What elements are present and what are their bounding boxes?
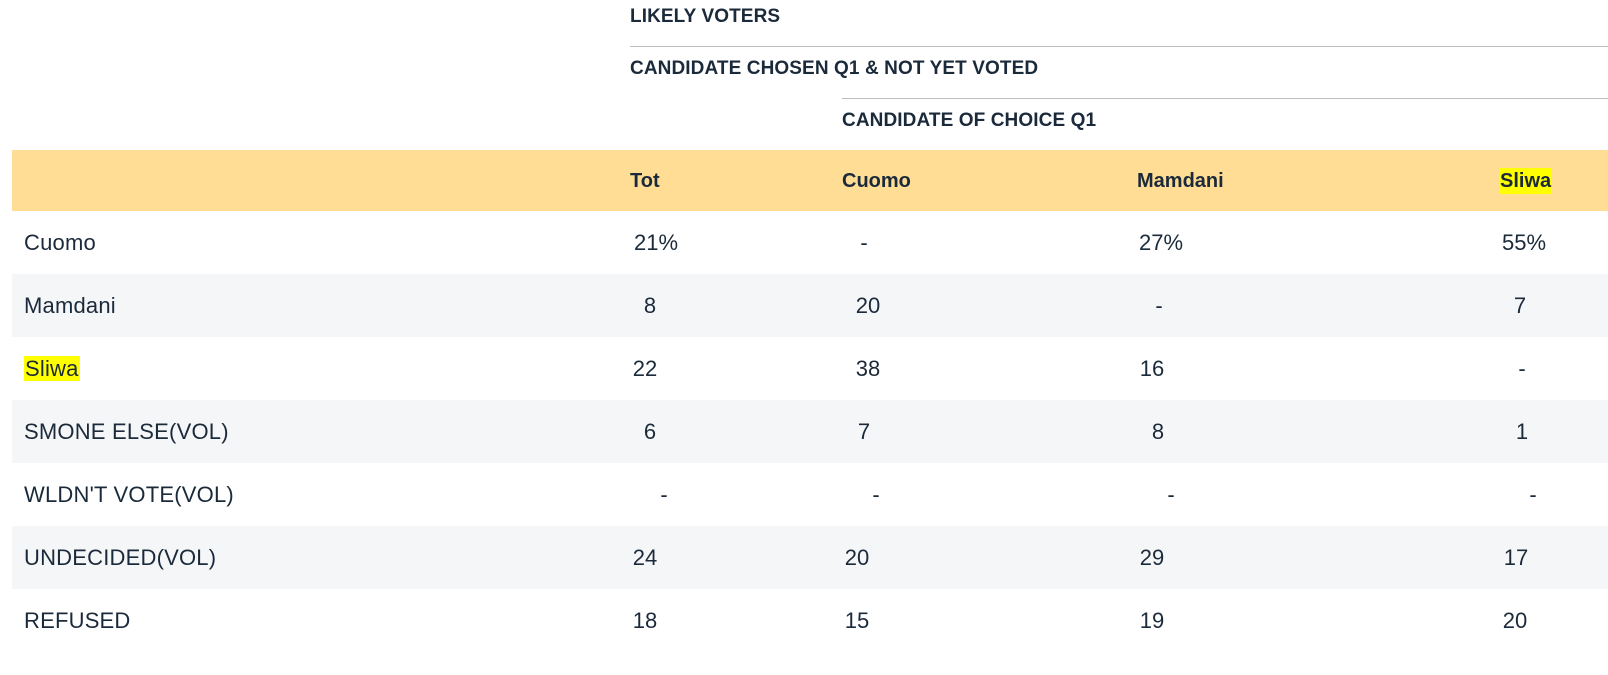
row-label-text: WLDN'T VOTE(VOL)	[24, 482, 234, 507]
cell-mamdani: 16	[1139, 356, 1165, 381]
header-likely-voters: LIKELY VOTERS	[630, 6, 781, 27]
header-divider-2	[842, 98, 1608, 99]
column-header-mamdani: Mamdani	[1137, 170, 1224, 192]
cell-cuomo: 20	[844, 545, 870, 570]
header-candidate-chosen: CANDIDATE CHOSEN Q1 & NOT YET VOTED	[630, 58, 1039, 79]
row-label-text: Sliwa	[24, 356, 80, 381]
cell-sliwa: 1	[1515, 419, 1529, 444]
cell-sliwa: 7	[1513, 293, 1527, 318]
cell-mamdani: 27%	[1138, 230, 1184, 255]
row-label-text: Mamdani	[24, 293, 116, 318]
row-label-text: UNDECIDED(VOL)	[24, 545, 217, 570]
row-label-text: Cuomo	[24, 230, 96, 255]
column-header-sliwa: Sliwa	[1499, 168, 1553, 194]
table-row: Mamdani 8 20 - 7	[12, 274, 1608, 337]
row-label: WLDN'T VOTE(VOL)	[24, 463, 234, 526]
cell-sliwa: 17	[1503, 545, 1529, 570]
cell-tot: 21%	[633, 230, 679, 255]
cell-mamdani: 29	[1139, 545, 1165, 570]
column-header-tot: Tot	[630, 170, 660, 192]
cell-sliwa: -	[1529, 482, 1537, 507]
table-row: UNDECIDED(VOL) 24 20 29 17	[12, 526, 1608, 589]
cell-cuomo: 15	[844, 608, 870, 633]
row-label: UNDECIDED(VOL)	[24, 526, 216, 589]
table-row: Cuomo 21% - 27% 55%	[12, 211, 1608, 274]
row-label-text: SMONE ELSE(VOL)	[24, 419, 229, 444]
cell-cuomo: -	[860, 230, 868, 255]
row-label-text: REFUSED	[24, 608, 131, 633]
cell-sliwa: 20	[1502, 608, 1528, 633]
cell-cuomo: 38	[855, 356, 881, 381]
cell-tot: 24	[632, 545, 658, 570]
header-divider-1	[630, 46, 1608, 47]
table-row: SMONE ELSE(VOL) 6 7 8 1	[12, 400, 1608, 463]
cell-sliwa: -	[1518, 356, 1526, 381]
cell-tot: -	[660, 482, 668, 507]
cell-tot: 18	[632, 608, 658, 633]
table-row: Sliwa 22 38 16 -	[12, 337, 1608, 400]
cell-mamdani: 19	[1139, 608, 1165, 633]
cell-tot: 22	[632, 356, 658, 381]
header-candidate-of-choice: CANDIDATE OF CHOICE Q1	[842, 110, 1097, 131]
cell-cuomo: 20	[855, 293, 881, 318]
table-row: REFUSED 18 15 19 20	[12, 589, 1608, 652]
cell-mamdani: 8	[1151, 419, 1165, 444]
cell-mamdani: -	[1155, 293, 1163, 318]
cell-cuomo: 7	[857, 419, 871, 444]
table-row: WLDN'T VOTE(VOL) - - - -	[12, 463, 1608, 526]
column-header-cuomo: Cuomo	[842, 170, 911, 192]
row-label: SMONE ELSE(VOL)	[24, 400, 229, 463]
column-header-band	[12, 150, 1608, 211]
row-label: Mamdani	[24, 274, 116, 337]
row-label: Cuomo	[24, 211, 96, 274]
cell-cuomo: -	[872, 482, 880, 507]
cell-mamdani: -	[1167, 482, 1175, 507]
cell-tot: 6	[643, 419, 657, 444]
cell-sliwa: 55%	[1501, 230, 1547, 255]
row-label: Sliwa	[24, 337, 80, 400]
row-label: REFUSED	[24, 589, 131, 652]
cell-tot: 8	[643, 293, 657, 318]
